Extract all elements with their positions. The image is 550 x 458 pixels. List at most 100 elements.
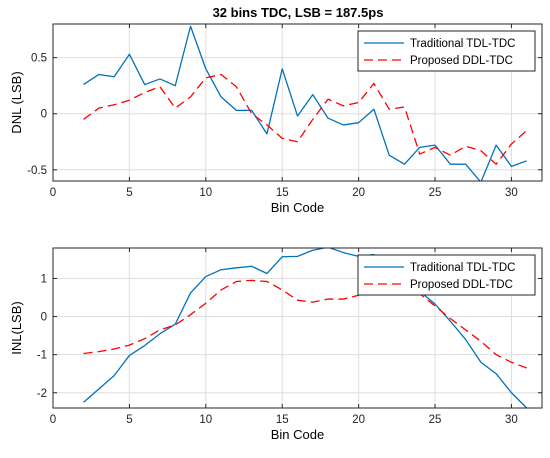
legend-box xyxy=(357,254,536,296)
data-point-traditional-tdl-tdc xyxy=(434,144,437,147)
axes-box xyxy=(52,247,543,409)
y-tick-label: 0 xyxy=(41,312,47,324)
data-point-proposed-ddl-tdc xyxy=(220,289,223,292)
data-point-traditional-tdl-tdc xyxy=(128,53,131,56)
data-point-proposed-ddl-tdc xyxy=(327,98,330,101)
data-point-traditional-tdl-tdc xyxy=(495,372,498,375)
data-point-traditional-tdl-tdc xyxy=(296,255,299,258)
legend: Traditional TDL-TDC Proposed DDL-TDC xyxy=(357,254,536,296)
y-tick-label: -2 xyxy=(37,388,47,400)
y-tick-label: -0.5 xyxy=(27,165,47,177)
y-tick-label: 0.5 xyxy=(31,53,47,65)
series-line-traditional-tdl-tdc xyxy=(83,25,527,181)
data-point-traditional-tdl-tdc xyxy=(311,93,314,96)
data-point-traditional-tdl-tdc xyxy=(220,96,223,99)
data-point-proposed-ddl-tdc xyxy=(143,91,146,94)
data-point-proposed-ddl-tdc xyxy=(480,340,483,343)
data-point-traditional-tdl-tdc xyxy=(235,267,238,270)
data-point-traditional-tdl-tdc xyxy=(342,124,345,127)
data-point-traditional-tdl-tdc xyxy=(205,68,208,71)
data-point-proposed-ddl-tdc xyxy=(205,77,208,80)
data-point-traditional-tdl-tdc xyxy=(266,133,269,136)
data-point-traditional-tdl-tdc xyxy=(143,344,146,347)
data-point-proposed-ddl-tdc xyxy=(189,96,192,99)
data-point-proposed-ddl-tdc xyxy=(525,367,528,370)
data-point-proposed-ddl-tdc xyxy=(449,317,452,320)
data-point-traditional-tdl-tdc xyxy=(266,272,269,275)
data-point-proposed-ddl-tdc xyxy=(418,153,421,156)
data-point-traditional-tdl-tdc xyxy=(113,75,116,78)
data-point-traditional-tdl-tdc xyxy=(480,361,483,364)
x-axis-label: Bin Code xyxy=(271,200,324,215)
data-point-proposed-ddl-tdc xyxy=(250,112,253,115)
data-point-proposed-ddl-tdc xyxy=(449,154,452,157)
data-point-traditional-tdl-tdc xyxy=(159,78,162,81)
chart-title: 32 bins TDC, LSB = 187.5ps xyxy=(213,5,384,20)
data-point-traditional-tdl-tdc xyxy=(388,154,391,157)
x-tick-label: 5 xyxy=(126,414,132,426)
legend-label-traditional-tdl-tdc: Traditional TDL-TDC xyxy=(410,38,515,50)
data-point-proposed-ddl-tdc xyxy=(342,105,345,108)
data-point-proposed-ddl-tdc xyxy=(464,145,467,148)
data-point-proposed-ddl-tdc xyxy=(434,305,437,308)
data-point-traditional-tdl-tdc xyxy=(113,374,116,377)
data-point-traditional-tdl-tdc xyxy=(281,255,284,258)
data-point-traditional-tdl-tdc xyxy=(235,109,238,112)
data-point-traditional-tdl-tdc xyxy=(403,163,406,166)
data-point-traditional-tdl-tdc xyxy=(82,83,85,86)
x-tick-label: 10 xyxy=(199,187,212,199)
data-point-traditional-tdl-tdc xyxy=(510,165,513,168)
data-point-proposed-ddl-tdc xyxy=(495,163,498,166)
x-tick-label: 20 xyxy=(352,187,365,199)
x-tick-label: 30 xyxy=(505,414,518,426)
y-tick-label: 1 xyxy=(41,273,47,285)
legend-label-proposed-ddl-tdc: Proposed DDL-TDC xyxy=(410,55,513,67)
legend-box xyxy=(357,30,536,72)
data-point-traditional-tdl-tdc xyxy=(510,391,513,394)
data-point-traditional-tdl-tdc xyxy=(373,108,376,111)
x-tick-label: 0 xyxy=(50,414,56,426)
axes-box xyxy=(52,23,543,182)
data-point-proposed-ddl-tdc xyxy=(143,337,146,340)
data-point-proposed-ddl-tdc xyxy=(113,103,116,106)
data-point-proposed-ddl-tdc xyxy=(327,298,330,301)
data-point-traditional-tdl-tdc xyxy=(525,160,528,163)
data-point-traditional-tdl-tdc xyxy=(495,144,498,147)
data-point-proposed-ddl-tdc xyxy=(311,118,314,121)
data-point-traditional-tdl-tdc xyxy=(128,354,131,357)
x-tick-label: 5 xyxy=(126,187,132,199)
x-axis-label: Bin Code xyxy=(271,427,324,442)
data-point-traditional-tdl-tdc xyxy=(205,275,208,278)
data-point-proposed-ddl-tdc xyxy=(434,146,437,149)
data-point-proposed-ddl-tdc xyxy=(296,299,299,302)
data-point-proposed-ddl-tdc xyxy=(174,324,177,327)
data-point-proposed-ddl-tdc xyxy=(98,107,101,110)
data-point-traditional-tdl-tdc xyxy=(464,163,467,166)
x-tick-label: 15 xyxy=(276,414,289,426)
data-point-proposed-ddl-tdc xyxy=(510,361,513,364)
data-point-proposed-ddl-tdc xyxy=(82,118,85,121)
data-point-proposed-ddl-tdc xyxy=(510,143,513,146)
x-tick-label: 25 xyxy=(429,414,442,426)
data-point-traditional-tdl-tdc xyxy=(250,265,253,268)
data-point-traditional-tdl-tdc xyxy=(327,117,330,120)
data-point-proposed-ddl-tdc xyxy=(82,352,85,355)
y-tick-label: -1 xyxy=(37,350,47,362)
data-point-traditional-tdl-tdc xyxy=(82,401,85,404)
data-point-traditional-tdl-tdc xyxy=(189,25,192,28)
data-point-traditional-tdl-tdc xyxy=(342,251,345,254)
data-point-traditional-tdl-tdc xyxy=(159,332,162,335)
legend-label-traditional-tdl-tdc: Traditional TDL-TDC xyxy=(410,262,515,274)
data-point-traditional-tdl-tdc xyxy=(143,83,146,86)
x-tick-label: 25 xyxy=(429,187,442,199)
data-point-proposed-ddl-tdc xyxy=(235,86,238,89)
data-point-proposed-ddl-tdc xyxy=(159,86,162,89)
data-point-traditional-tdl-tdc xyxy=(98,73,101,76)
data-point-proposed-ddl-tdc xyxy=(281,137,284,140)
data-point-traditional-tdl-tdc xyxy=(174,84,177,87)
data-point-proposed-ddl-tdc xyxy=(174,107,177,110)
data-point-proposed-ddl-tdc xyxy=(373,82,376,85)
data-point-proposed-ddl-tdc xyxy=(311,301,314,304)
